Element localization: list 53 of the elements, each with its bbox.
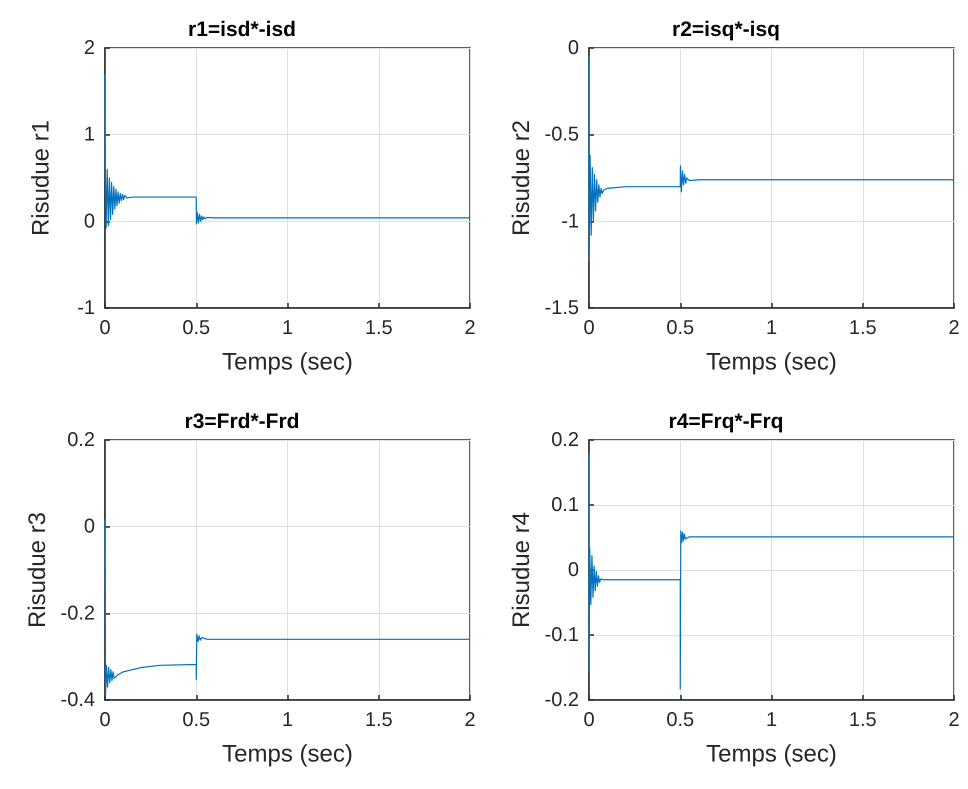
x-tick-label: 2 bbox=[948, 709, 960, 731]
x-tick-label: 0.5 bbox=[666, 317, 694, 339]
x-tick-label: 1.5 bbox=[364, 317, 393, 339]
y-tick-label: 0 bbox=[84, 516, 95, 538]
y-tick-label: -0.4 bbox=[60, 689, 95, 711]
x-tick-label: 1 bbox=[282, 317, 294, 339]
x-tick-label: 1.5 bbox=[848, 317, 877, 339]
y-tick-label: 0.1 bbox=[551, 494, 579, 516]
y-tick-label: -1 bbox=[561, 210, 579, 232]
x-tick-label: 2 bbox=[464, 317, 476, 339]
x-tick-label: 0 bbox=[583, 709, 595, 731]
x-tick-label: 0 bbox=[99, 317, 111, 339]
x-axis-title: Temps (sec) bbox=[222, 348, 353, 376]
x-tick-label: 0.5 bbox=[182, 317, 210, 339]
y-tick-label: 0.2 bbox=[67, 429, 95, 451]
y-axis-title: Risudue r4 bbox=[508, 512, 536, 628]
line-series bbox=[588, 452, 955, 690]
chart-title: r2=isq*-isq bbox=[672, 18, 780, 41]
x-axis-title: Temps (sec) bbox=[222, 740, 353, 768]
chart-title: r1=isd*-isd bbox=[188, 18, 296, 41]
y-tick-label: -1 bbox=[77, 297, 95, 319]
y-axis-title: Risudue r1 bbox=[28, 120, 54, 236]
chart-title: r4=Frq*-Frq bbox=[668, 410, 784, 433]
y-tick-label: -0.2 bbox=[544, 689, 579, 711]
x-tick-label: 0.5 bbox=[182, 709, 210, 731]
x-axis-title: Temps (sec) bbox=[706, 348, 837, 376]
x-tick-label: 0.5 bbox=[666, 709, 694, 731]
y-tick-label: 0.2 bbox=[551, 429, 579, 451]
y-tick-label: 0 bbox=[84, 210, 95, 232]
x-tick-label: 0 bbox=[99, 709, 111, 731]
chart-title: r3=Frd*-Frd bbox=[184, 410, 300, 433]
y-tick-label: -1.5 bbox=[544, 297, 579, 319]
x-tick-label: 1 bbox=[766, 709, 778, 731]
line-series bbox=[588, 56, 955, 262]
y-tick-label: 0 bbox=[568, 37, 579, 59]
y-axis-title: Risudue r2 bbox=[508, 120, 536, 236]
y-tick-label: -0.1 bbox=[544, 624, 579, 646]
y-axis-title: Risudue r3 bbox=[24, 512, 52, 628]
y-tick-label: 2 bbox=[84, 37, 95, 59]
x-tick-label: 2 bbox=[948, 317, 960, 339]
x-tick-label: 1.5 bbox=[848, 709, 877, 731]
line-series bbox=[104, 518, 471, 696]
x-tick-label: 1 bbox=[282, 709, 294, 731]
y-tick-label: 0 bbox=[568, 559, 579, 581]
x-tick-label: 2 bbox=[464, 709, 476, 731]
x-axis-title: Temps (sec) bbox=[706, 740, 837, 768]
x-tick-label: 1.5 bbox=[364, 709, 393, 731]
y-tick-label: -0.2 bbox=[60, 602, 95, 624]
y-tick-label: 1 bbox=[84, 124, 95, 146]
x-tick-label: 0 bbox=[583, 317, 595, 339]
x-tick-label: 1 bbox=[766, 317, 778, 339]
y-tick-label: -0.5 bbox=[544, 124, 579, 146]
line-series bbox=[104, 73, 471, 229]
